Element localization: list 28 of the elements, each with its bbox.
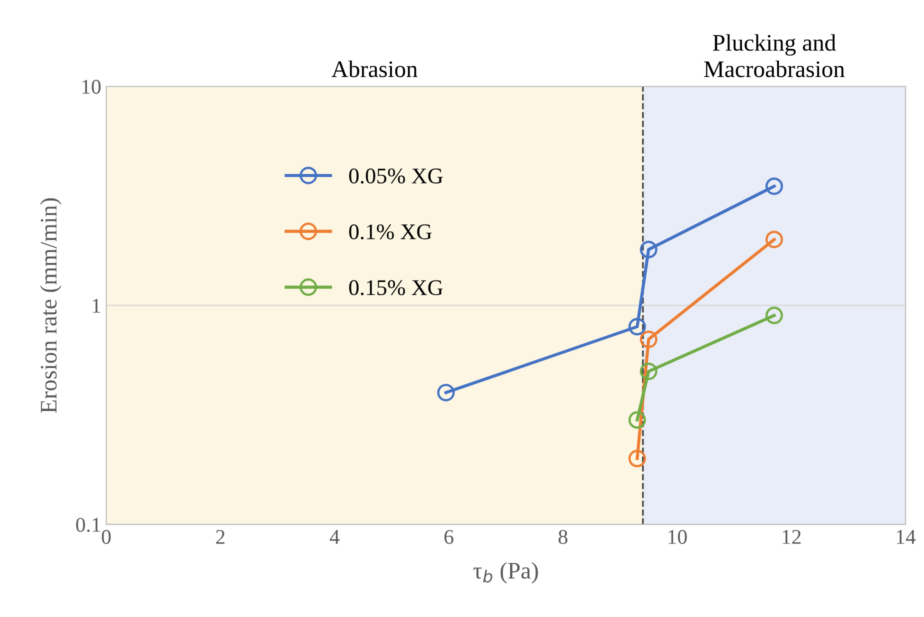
x-tick-label: 14 [896, 530, 916, 544]
point [765, 230, 783, 248]
x-tick-label: 12 [782, 530, 801, 544]
point [437, 384, 455, 402]
x-tick-label: 10 [668, 530, 687, 544]
legend-label: 0.1% XG [349, 224, 432, 240]
band-label: Abrasion [332, 60, 418, 78]
point [628, 450, 646, 468]
point [765, 306, 783, 324]
x-tick-label: 8 [558, 530, 568, 544]
x-tick-label: 4 [330, 530, 340, 544]
y-axis-title: Erosion rate (mm/min) [40, 198, 62, 413]
y-tick-label: 10 [82, 80, 101, 94]
x-tick-label: 0 [102, 530, 111, 544]
legend-label: 0.05% XG [349, 168, 443, 184]
point [640, 362, 658, 380]
x-tick-label: 6 [444, 530, 454, 544]
x-tick-label: 2 [216, 530, 224, 544]
point [628, 411, 646, 429]
y-tick-label: 1 [92, 298, 100, 313]
point [765, 177, 783, 195]
point [628, 318, 646, 336]
point [640, 330, 658, 348]
legend-label: 0.15% XG [349, 280, 443, 296]
y-tick-label: 0.1 [76, 518, 100, 532]
x-axis-title: τ$_{b}$ (Pa) [473, 562, 538, 584]
band-label: Plucking and Macroabrasion [704, 34, 845, 78]
point [640, 240, 658, 258]
